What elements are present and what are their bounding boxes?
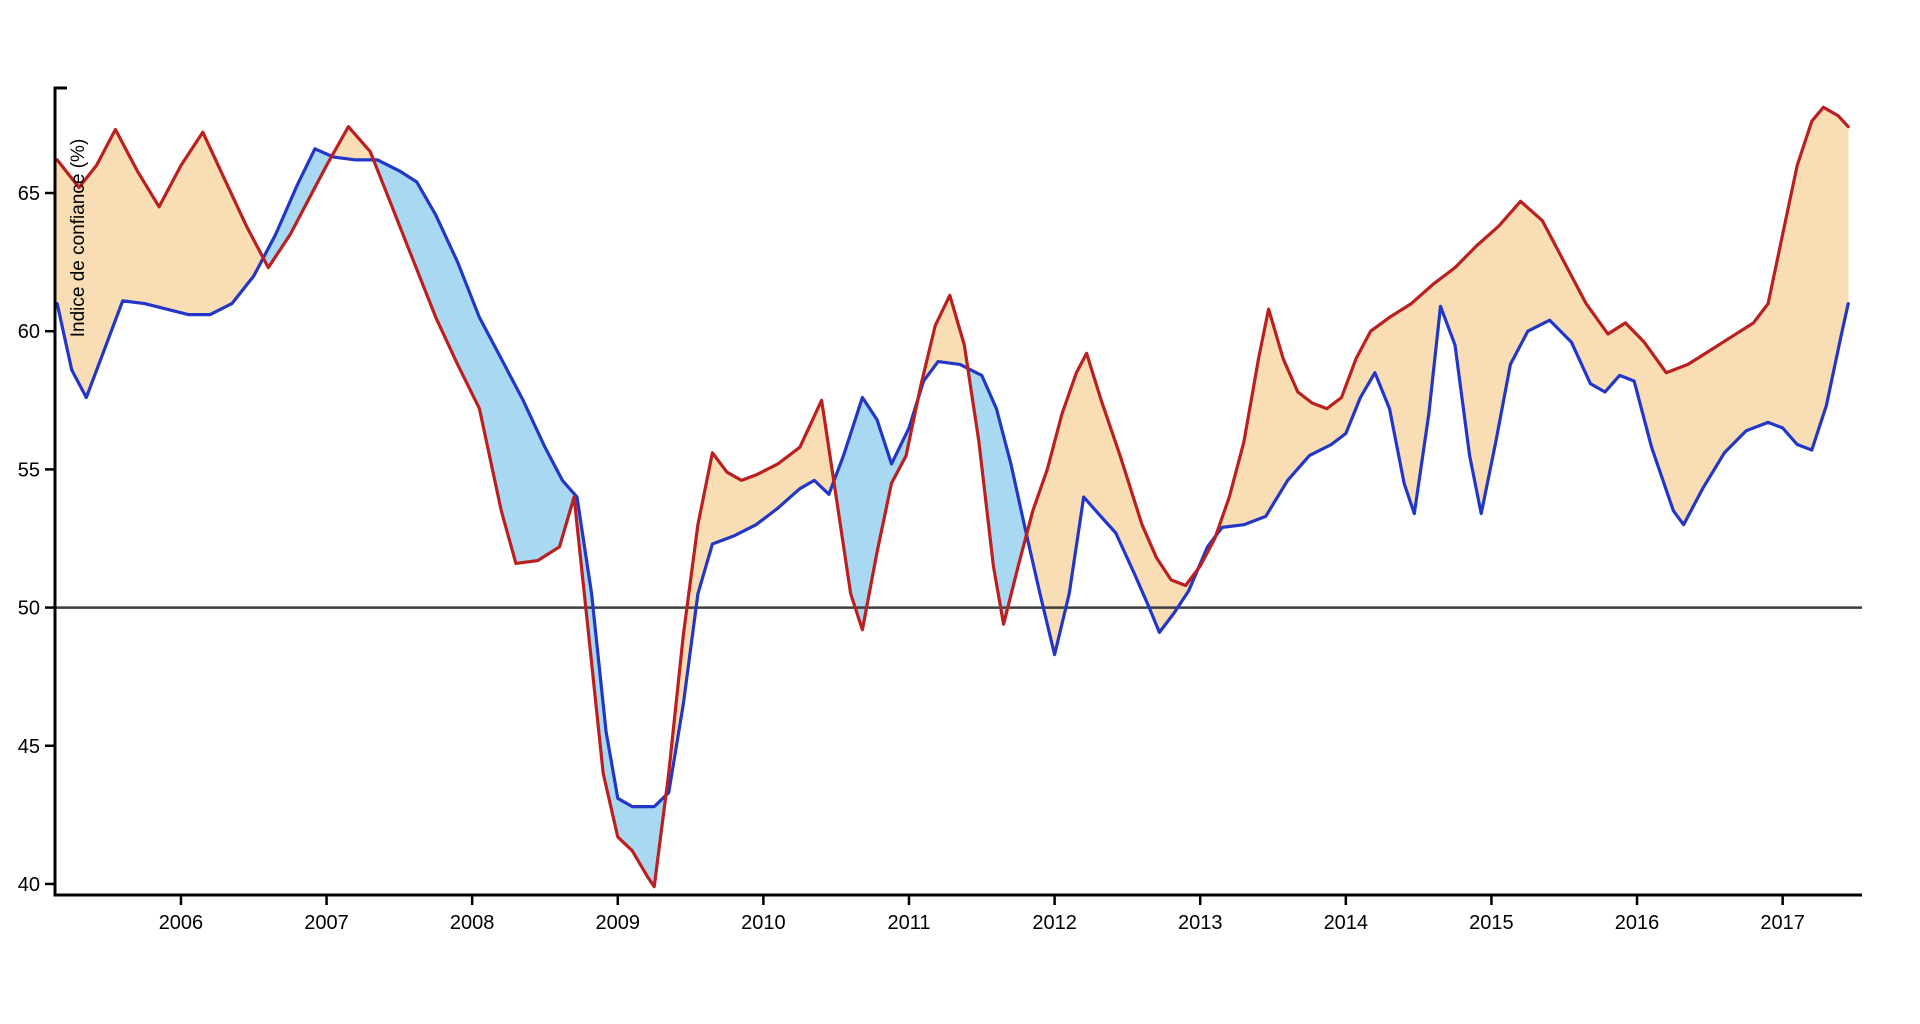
tick-label-layer: 2006 2007 2008 2009 2010 2011 2012 2013 2014 2015…: [18, 183, 1805, 934]
x-tick-label: 2014: [1324, 912, 1369, 934]
axis-frame: [53, 86, 1862, 897]
x-tick-label: 2013: [1178, 912, 1223, 934]
fill-red-above-blue: [56, 107, 1849, 797]
series-layer: [55, 105, 1850, 889]
y-tick-label: 45: [18, 736, 40, 758]
x-tick-label: 2017: [1760, 912, 1805, 934]
y-tick-label: 60: [18, 321, 40, 343]
x-tick-label: 2012: [1032, 912, 1077, 934]
red-series-line: [55, 105, 1850, 889]
x-tick-label: 2009: [596, 912, 641, 934]
y-tick-label: 55: [18, 459, 40, 481]
blue-series-line: [55, 147, 1850, 809]
fill-layer: [56, 107, 1849, 889]
y-tick-label: 40: [18, 874, 40, 896]
x-tick-label: 2016: [1615, 912, 1660, 934]
x-tick-label: 2007: [304, 912, 349, 934]
x-tick-label: 2010: [741, 912, 786, 934]
x-tick-label: 2006: [159, 912, 204, 934]
y-axis-label: Indice de confiance (%): [68, 139, 89, 338]
x-tick-label: 2011: [887, 912, 930, 934]
x-tick-label: 2015: [1469, 912, 1514, 934]
y-tick-label: 50: [18, 598, 40, 620]
x-tick-label: 2008: [450, 912, 495, 934]
y-tick-label: 65: [18, 183, 40, 205]
axes-layer: [45, 86, 1862, 905]
